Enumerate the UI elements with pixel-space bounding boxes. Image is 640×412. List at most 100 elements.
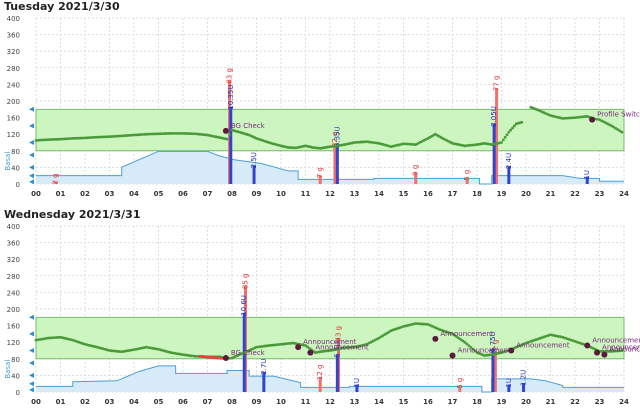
day2-bg-point (279, 342, 283, 346)
day1-bg-point (467, 144, 471, 147)
day1-bg-point (371, 141, 375, 144)
day2-event-label: BG Check (231, 349, 266, 357)
day1-x-tick-label: 01 (56, 190, 66, 198)
day2-bg-point (118, 350, 122, 353)
day1-bg-point (575, 115, 579, 119)
day1-y-tick-label: 320 (7, 48, 20, 56)
day2-y-tick-label: 40 (11, 372, 20, 380)
day2-bg-point (55, 336, 58, 339)
day2-y-tick-label: 240 (7, 289, 20, 297)
day1-x-tick-label: 10 (276, 190, 286, 198)
day1-bg-point (124, 134, 128, 137)
day2-bg-point (379, 335, 383, 339)
day1-bg-point (118, 134, 122, 138)
day1-bg-point (181, 131, 185, 135)
day2-y-tick-label: 160 (7, 323, 20, 331)
day1-x-tick-label: 18 (472, 190, 482, 198)
day1-bolus-bar (585, 176, 589, 184)
day1-bg-point (185, 132, 189, 135)
day1-bg-point (130, 133, 134, 137)
day1-bg-point (91, 135, 95, 139)
day1-y-tick-label: 0 (16, 181, 20, 189)
day2-event-label: Announcement (303, 338, 357, 346)
day1-bolus-bar (252, 165, 256, 184)
day1-x-tick-label: 02 (80, 190, 90, 198)
day1-bg-point (501, 138, 505, 142)
day1-bg-point (81, 136, 85, 140)
day1-bg-point (503, 135, 507, 139)
day2-bg-point (416, 322, 420, 326)
day1-bg-point (183, 132, 187, 135)
day1-bg-point (199, 133, 203, 136)
day2-bolus-label: 1U (353, 378, 361, 388)
day1-bg-point (89, 136, 93, 139)
day1-bg-point (106, 135, 109, 139)
day1-bg-point (171, 131, 175, 135)
day1-bg-point (34, 139, 38, 142)
day1-bg-point (161, 132, 164, 136)
day1-bg-point (509, 128, 513, 132)
day2-bg-point (108, 349, 111, 352)
day2-bg-point (612, 349, 616, 353)
day2-event-marker (295, 344, 302, 351)
day1-basal-marker (29, 179, 34, 185)
day1-bg-point (165, 132, 169, 135)
day2-bg-point (304, 344, 307, 347)
day2-carb-label: 5 g (456, 378, 464, 389)
day1-carb-bar (333, 144, 337, 184)
day1-bolus-bar (492, 123, 496, 184)
day1-bg-point (365, 140, 369, 144)
day2-bg-point (50, 336, 54, 340)
day1-basal-marker (29, 164, 34, 170)
day2-bg-point (418, 322, 422, 326)
day2-x-tick-label: 03 (105, 398, 115, 406)
day2-bg-point (48, 336, 52, 340)
day1-bg-point (579, 115, 583, 119)
day1-bg-point (577, 115, 581, 119)
day2-y-tick-label: 400 (7, 223, 20, 231)
day1-carb-label: 83 g (226, 68, 234, 84)
day2-bg-point (46, 336, 50, 340)
day2-basal-marker (29, 381, 34, 387)
day2-x-tick-label: 20 (521, 398, 531, 406)
day2-bg-point (52, 336, 56, 340)
day1-bg-point (561, 117, 565, 120)
day2-x-tick-label: 04 (129, 398, 139, 406)
day2-event-label: Announcement (516, 342, 570, 350)
day1-bolus-bar (507, 166, 511, 184)
day1-x-tick-label: 17 (448, 190, 458, 198)
day2-event-marker (601, 351, 608, 358)
day2-y-tick-label: 80 (11, 356, 20, 364)
day2-x-tick-label: 07 (203, 398, 213, 406)
day1-bg-point (369, 140, 373, 144)
day1-y-tick-label: 400 (7, 15, 20, 23)
day1-bg-point (155, 132, 158, 136)
day2-x-tick-label: 12 (325, 398, 335, 406)
day2-bg-point (255, 345, 258, 349)
day2-x-tick-label: 19 (497, 398, 507, 406)
day1-bg-point (410, 142, 414, 146)
day2-bg-point (277, 343, 281, 346)
day2-bg-point (308, 346, 311, 350)
day1-bg-point (197, 132, 201, 136)
day1-bg-point (73, 136, 77, 140)
day2-bolus-label: 5.75U (489, 331, 497, 352)
day1-bg-point (40, 138, 44, 142)
day1-bg-point (157, 132, 160, 136)
day2-bg-point (116, 349, 120, 353)
day1-bg-point (610, 124, 614, 128)
day1-x-tick-label: 19 (497, 190, 507, 198)
day1-bg-point (505, 133, 509, 137)
day2-x-tick-label: 14 (374, 398, 384, 406)
day2-carb-bar (493, 352, 497, 392)
day2-event-label: Announcement (609, 346, 640, 354)
day2-bg-point (414, 322, 418, 325)
day1-bg-point (361, 140, 365, 144)
day2-title: Wednesday 2021/3/31 (4, 208, 141, 221)
day2-bg-point (306, 345, 309, 349)
day1-y-tick-label: 200 (7, 98, 20, 106)
day1-carb-label: 5 g (463, 170, 471, 181)
day2-event-marker (222, 354, 229, 361)
day1-bg-point (406, 142, 409, 146)
day1-bg-point (359, 140, 363, 144)
